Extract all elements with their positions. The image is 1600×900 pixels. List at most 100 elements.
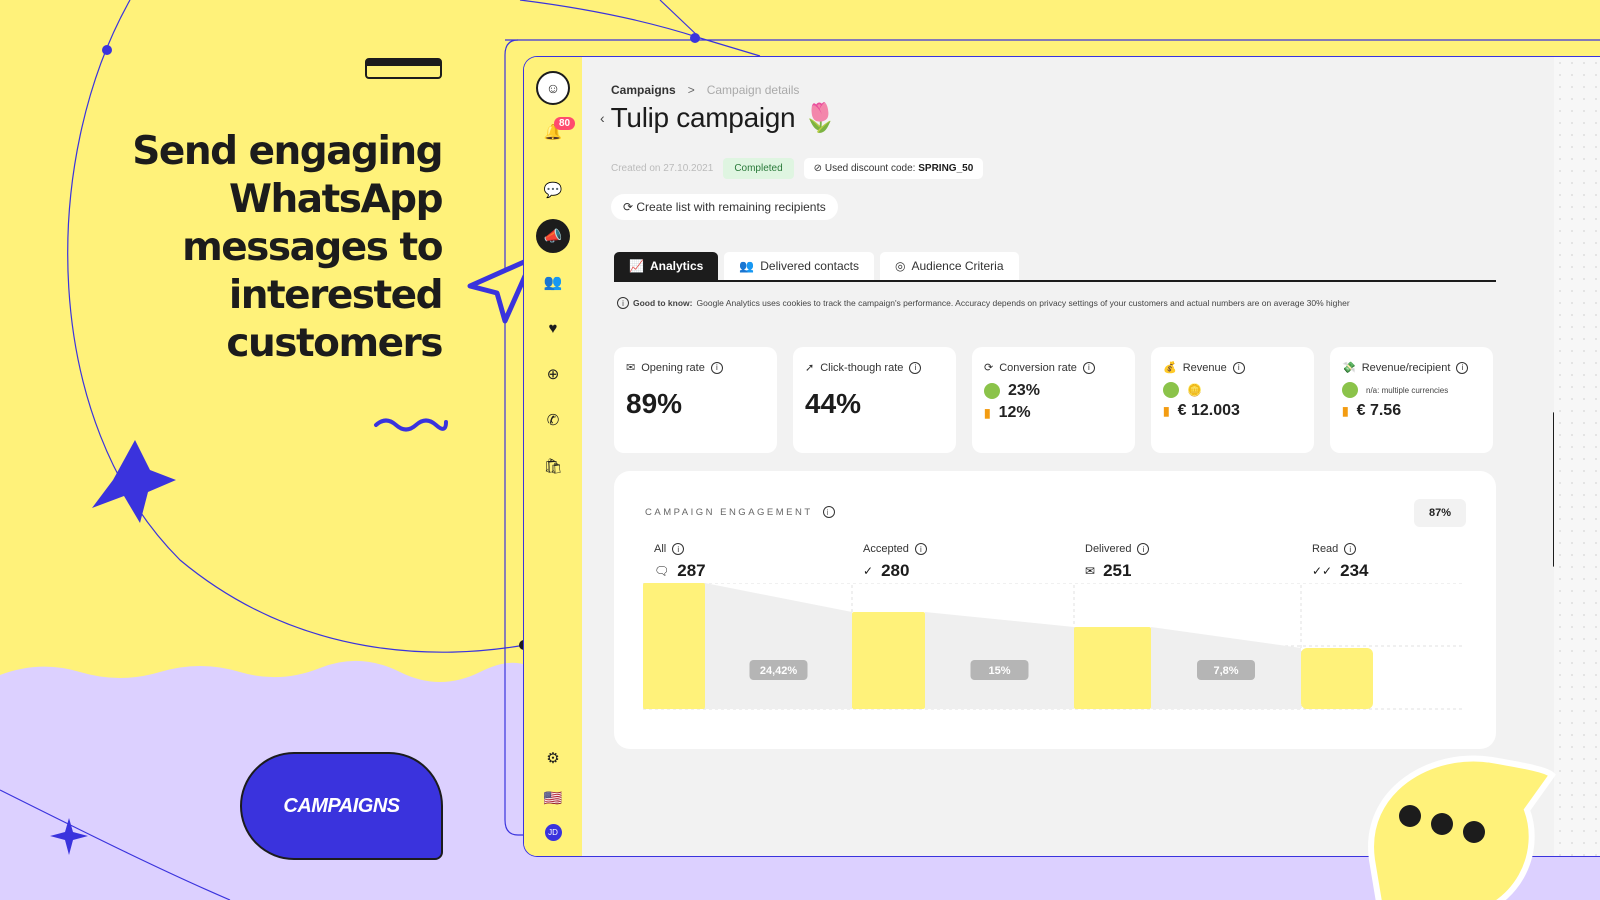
created-date: Created on 27.10.2021 <box>611 163 714 174</box>
kpi-conversion-rate: ⟳ Conversion rate i 23% ▮ 12% <box>972 347 1135 453</box>
kpi-analytics-value: 12% <box>998 404 1031 421</box>
dropoff-label-text: 15% <box>988 665 1010 677</box>
discount-label: Used discount code: <box>824 163 916 174</box>
sparkle-icon <box>50 818 88 855</box>
info-icon[interactable]: i <box>1344 543 1357 555</box>
chat-bubble-icon <box>1368 755 1556 900</box>
envelope-icon: ✉ <box>1085 564 1096 578</box>
funnel-bar-accepted <box>852 612 925 709</box>
refresh-icon: ⟳ <box>623 200 637 214</box>
kpi-value: 89% <box>626 388 683 419</box>
main-content: Campaigns > Campaign details ‹ Tulip cam… <box>582 57 1600 856</box>
engagement-rate-badge: 87% <box>1413 499 1466 527</box>
engagement-panel: CAMPAIGN ENGAGEMENT i 87% All i 🗨 287 Acce… <box>614 471 1496 749</box>
stage-all: All i 🗨 287 <box>654 543 706 581</box>
funnel-bar-all <box>643 583 705 709</box>
money-transfer-icon: 💸 <box>1342 362 1356 374</box>
discount-icon: ⊘ <box>813 163 825 174</box>
dropoff-label-text: 7,8% <box>1213 665 1238 677</box>
info-icon: i <box>617 297 629 309</box>
flag-icon[interactable]: 🇺🇸 <box>543 790 563 807</box>
double-check-icon: ✓✓ <box>1312 564 1333 578</box>
message-icon: 🗨 <box>654 564 670 578</box>
contacts-icon[interactable]: 👥 <box>543 274 563 291</box>
money-bag-icon: 💰 <box>1163 362 1177 374</box>
shop-icon[interactable]: 🛍 <box>543 458 563 475</box>
kpi-value: 44% <box>805 388 862 419</box>
coins-icon: 🪙 <box>1187 383 1202 397</box>
stage-value: 287 <box>677 561 706 580</box>
kpi-label: Opening rate <box>641 361 705 374</box>
meta-row: Created on 27.10.2021 Completed ⊘ Used d… <box>611 158 984 179</box>
title-row: ‹ Tulip campaign 🌷 <box>600 101 838 134</box>
info-icon[interactable]: i <box>1082 361 1095 374</box>
shopify-icon <box>1163 382 1179 398</box>
cursor-icon: ➚ <box>805 362 815 374</box>
tab-audience-criteria[interactable]: ◎ Audience Criteria <box>879 252 1019 280</box>
stage-label: Read <box>1312 543 1339 555</box>
kpi-revenue-per-recipient: 💸 Revenue/recipient i n/a: multiple curren… <box>1330 347 1493 453</box>
kpi-click-rate: ➚ Click-though rate i 44% <box>793 347 956 453</box>
send-arrow-icon <box>467 255 536 324</box>
kpi-label: Revenue/recipient <box>1361 361 1451 374</box>
dropoff-label-bg <box>970 660 1029 680</box>
info-prefix: Good to know: <box>633 298 693 308</box>
users-icon: 👥 <box>739 259 755 273</box>
target-icon: ◎ <box>894 259 906 273</box>
page-title: Tulip campaign 🌷 <box>610 102 838 133</box>
info-icon[interactable]: i <box>1232 361 1245 374</box>
decorative-pill <box>365 58 442 79</box>
campaign-icon[interactable]: 📣 <box>536 219 570 253</box>
tab-analytics[interactable]: 📈 Analytics <box>614 252 719 280</box>
gear-icon[interactable]: ⚙ <box>546 750 560 767</box>
envelope-open-icon: ✉ <box>626 362 636 374</box>
shopify-icon <box>1342 382 1358 398</box>
kpi-analytics-value: € 7.56 <box>1356 402 1402 419</box>
funnel-dropoff-area <box>705 583 852 709</box>
chart-icon: 📈 <box>629 259 644 273</box>
info-text: Google Analytics uses cookies to track t… <box>696 298 1350 308</box>
refresh-icon: ⟳ <box>984 362 994 374</box>
discount-code: SPRING_50 <box>918 163 974 174</box>
dropoff-label-bg <box>1197 660 1255 680</box>
dropoff-label: 15% <box>970 660 1029 680</box>
dropoff-label: 7,8% <box>1197 660 1255 680</box>
star-icon <box>92 440 176 523</box>
heart-icon[interactable]: ♥ <box>548 319 558 337</box>
stage-accepted: Accepted i ✓ 280 <box>863 543 927 581</box>
notification-badge: 80 <box>554 117 576 130</box>
back-icon[interactable]: ‹ <box>600 109 605 126</box>
kpi-row: ✉ Opening rate i 89% ➚ Click-though rate i 4… <box>614 347 1493 453</box>
shopify-icon <box>984 383 1000 399</box>
avatar-initials: JD <box>544 823 562 841</box>
info-icon[interactable]: i <box>1137 543 1150 555</box>
info-icon[interactable]: i <box>822 506 835 518</box>
kpi-label: Click-though rate <box>820 361 904 374</box>
add-chat-icon[interactable]: ⊕ <box>546 366 560 383</box>
funnel-bar-read <box>1301 648 1373 709</box>
stage-label: Accepted <box>863 543 909 555</box>
info-icon[interactable]: i <box>914 543 927 555</box>
chat-icon[interactable]: 💬 <box>543 182 563 199</box>
kpi-analytics-value: € 12.003 <box>1177 402 1240 419</box>
info-icon[interactable]: i <box>710 361 723 374</box>
bell-icon[interactable]: 🔔 80 <box>536 115 576 149</box>
tab-delivered-contacts[interactable]: 👥 Delivered contacts <box>724 252 874 280</box>
logo-icon[interactable]: ☺ <box>536 71 570 105</box>
campaigns-badge: CAMPAIGNS <box>240 752 443 860</box>
app-window: ☺ 🔔 80 💬 📣 👥 ♥ ⊕ ✆ 🛍 ⚙ 🇺🇸 JD Campaigns > … <box>523 56 1600 857</box>
breadcrumb-campaigns[interactable]: Campaigns <box>611 83 676 97</box>
discount-code-badge: ⊘ Used discount code: SPRING_50 <box>803 158 984 179</box>
info-icon[interactable]: i <box>909 361 922 374</box>
avatar[interactable]: JD <box>536 815 570 849</box>
sidebar: ☺ 🔔 80 💬 📣 👥 ♥ ⊕ ✆ 🛍 ⚙ 🇺🇸 JD <box>524 57 582 856</box>
stage-value: 234 <box>1340 561 1369 580</box>
create-list-button[interactable]: ⟳ Create list with remaining recipients <box>611 194 838 220</box>
info-icon[interactable]: i <box>1456 361 1469 374</box>
info-icon[interactable]: i <box>672 543 685 555</box>
stage-delivered: Delivered i ✉ 251 <box>1085 543 1150 581</box>
create-list-label: Create list with remaining recipients <box>636 200 826 214</box>
whatsapp-icon[interactable]: ✆ <box>546 412 560 429</box>
stage-label: All <box>654 543 667 555</box>
tab-label: Delivered contacts <box>760 259 859 273</box>
